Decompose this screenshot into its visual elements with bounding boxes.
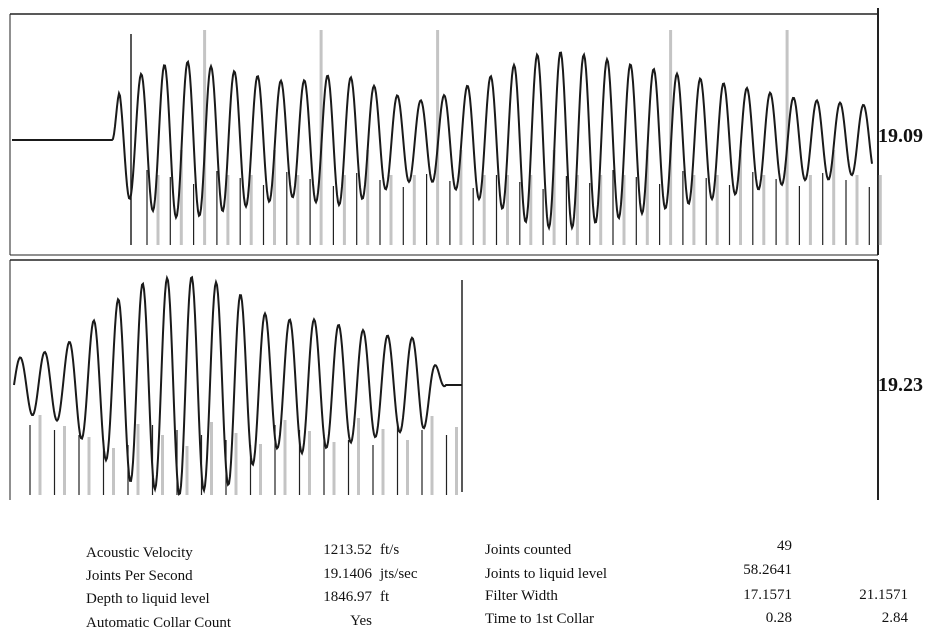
- stat-value: 1213.52: [323, 542, 372, 558]
- stat-value-2: 58.2641: [743, 562, 792, 578]
- top-panel-value-label: 19.09: [878, 125, 923, 147]
- stat-unit: ft/s: [380, 542, 400, 558]
- stat-value-2: 17.1571: [743, 587, 792, 603]
- top-collar-markers: [130, 30, 882, 245]
- top-waveform-series: [12, 51, 873, 231]
- results-table: Acoustic Velocity 1213.52 ft/s Joints co…: [0, 535, 952, 637]
- top-panel-frame: [9, 8, 879, 256]
- bottom-chart-panel: 19.23: [9, 259, 923, 500]
- stat-label: Acoustic Velocity: [86, 545, 193, 561]
- stat-value-2: 0.28: [765, 610, 792, 626]
- stat-value: 1846.97: [323, 589, 372, 605]
- stat-label: Depth to liquid level: [86, 591, 210, 607]
- stat-value-3: 2.84: [881, 610, 908, 626]
- top-chart-panel: 19.09: [9, 8, 923, 256]
- stat-value-2: 49: [777, 538, 792, 554]
- stat-value: Yes: [350, 613, 372, 629]
- stat-unit: jts/sec: [380, 566, 418, 582]
- stat-label: Automatic Collar Count: [86, 615, 231, 631]
- stat-unit: ft: [380, 589, 390, 605]
- stat-label: Joints Per Second: [86, 568, 193, 584]
- bottom-panel-value-label: 19.23: [878, 374, 923, 396]
- bottom-panel-frame: [9, 259, 879, 500]
- stat-label-2: Filter Width: [485, 588, 558, 604]
- stat-label-2: Joints counted: [485, 542, 572, 558]
- bottom-waveform-series: [13, 274, 462, 496]
- stat-value-3: 21.1571: [859, 587, 908, 603]
- stat-label-2: Joints to liquid level: [485, 566, 608, 582]
- stat-label-2: Time to 1st Collar: [485, 611, 595, 627]
- stat-value: 19.1406: [323, 566, 372, 582]
